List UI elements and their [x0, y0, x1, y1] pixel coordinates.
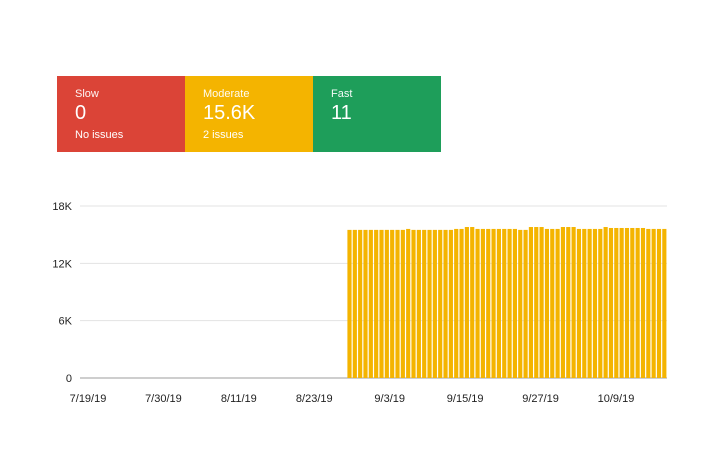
moderate-value: 15.6K: [203, 102, 256, 124]
moderate-issues: 2 issues: [203, 129, 244, 141]
bar: [470, 227, 475, 378]
bar: [363, 229, 368, 378]
bar: [454, 228, 459, 378]
bar: [646, 228, 651, 378]
y-tick-label: 18K: [52, 201, 72, 213]
bar: [480, 228, 485, 378]
y-tick-label: 6K: [59, 316, 73, 328]
bar: [491, 228, 496, 378]
bar: [603, 227, 608, 378]
bar: [422, 229, 427, 378]
bar: [502, 228, 507, 378]
bar: [411, 229, 416, 378]
x-tick-label: 9/3/19: [374, 393, 405, 405]
bar: [571, 227, 576, 378]
bar: [507, 228, 512, 378]
bar: [582, 228, 587, 378]
bar: [635, 227, 640, 378]
bar: [544, 228, 550, 378]
bar: [624, 227, 630, 378]
x-tick-label: 9/27/19: [522, 393, 559, 405]
bar: [352, 229, 357, 378]
bar: [416, 229, 421, 378]
bar: [438, 229, 443, 378]
y-tick-label: 12K: [52, 258, 72, 270]
bar: [358, 229, 363, 378]
bar: [534, 227, 539, 378]
bar: [395, 229, 400, 378]
slow-issues: No issues: [75, 129, 124, 141]
x-tick-label: 8/11/19: [221, 393, 257, 405]
bar: [640, 227, 646, 378]
bar: [619, 227, 624, 378]
x-axis: 7/19/19 7/30/19 8/11/19 8/23/19 9/3/19 9/15/1…: [70, 393, 635, 405]
bar: [656, 228, 662, 378]
bar: [576, 228, 582, 378]
x-tick-label: 7/19/19: [70, 393, 107, 405]
bar: [528, 227, 534, 378]
slow-label: Slow: [75, 88, 99, 100]
fast-label: Fast: [331, 88, 353, 100]
summary-cards: Slow 0 No issues Moderate 15.6K 2 issues…: [57, 76, 441, 152]
bars: [347, 227, 667, 378]
slow-value: 0: [75, 102, 87, 124]
bar: [496, 228, 501, 378]
bar: [614, 227, 619, 378]
x-tick-label: 7/30/19: [145, 393, 182, 405]
bar: [587, 228, 592, 378]
bar: [518, 229, 523, 378]
bar: [374, 229, 379, 378]
bar: [459, 228, 464, 378]
bar: [608, 227, 614, 378]
x-tick-label: 10/9/19: [598, 393, 635, 405]
bar: [651, 228, 656, 378]
bar: [550, 228, 555, 378]
bar: [379, 229, 384, 378]
bar: [384, 229, 389, 378]
bar: [390, 229, 395, 378]
bar: [523, 229, 528, 378]
bar: [560, 227, 566, 378]
bar: [448, 229, 453, 378]
bar: [443, 229, 448, 378]
bar: [368, 229, 373, 378]
x-tick-label: 9/15/19: [447, 393, 484, 405]
bar: [486, 228, 491, 378]
bar: [347, 229, 352, 378]
bar: [432, 229, 437, 378]
bar: [464, 227, 469, 378]
moderate-label: Moderate: [203, 88, 250, 100]
bar: [662, 228, 667, 378]
fast-value: 11: [331, 102, 352, 124]
x-tick-label: 8/23/19: [296, 393, 333, 405]
bar: [427, 229, 432, 378]
bar: [539, 227, 544, 378]
bar: [406, 228, 411, 378]
bar: [566, 227, 571, 378]
bar: [555, 228, 560, 378]
bar: [630, 227, 635, 378]
bar: [592, 228, 598, 378]
y-tick-label: 0: [66, 373, 72, 385]
y-axis: 0 6K 12K 18K: [52, 201, 72, 385]
bar: [512, 228, 517, 378]
bar: [400, 229, 405, 378]
bar: [475, 228, 480, 378]
moderate-card[interactable]: Moderate 15.6K 2 issues: [185, 76, 313, 152]
bar: [598, 228, 603, 378]
slow-card[interactable]: Slow 0 No issues: [57, 76, 185, 152]
fast-card[interactable]: Fast 11: [313, 76, 441, 152]
